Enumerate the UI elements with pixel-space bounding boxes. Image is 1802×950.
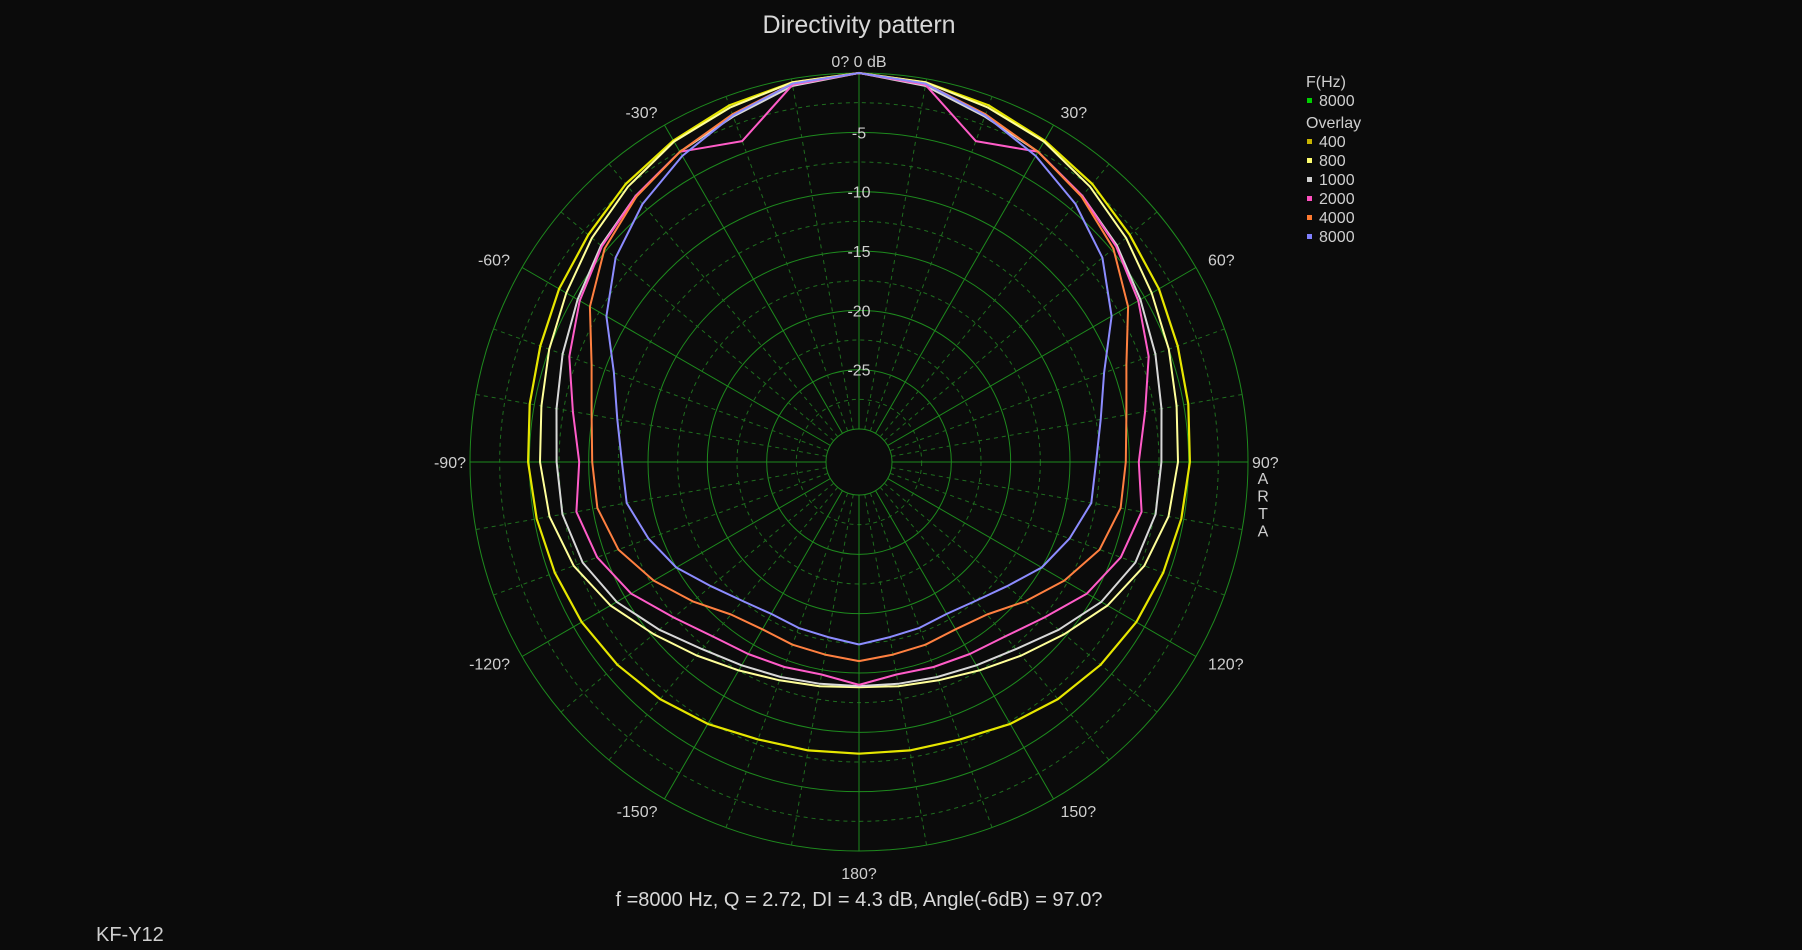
grid-spoke-minor (725, 96, 849, 432)
angle-label: -120? (469, 657, 510, 674)
grid-spoke-minor (869, 96, 993, 432)
side-letter: A (1258, 524, 1269, 541)
grid-spoke-minor (864, 494, 928, 846)
legend-item-overlay: 8000 (1319, 229, 1355, 246)
legend-swatch (1307, 196, 1312, 201)
angle-label: 60? (1208, 253, 1235, 270)
legend-swatch (1307, 177, 1312, 182)
grid-spoke-minor (560, 482, 835, 713)
grid-spoke-minor (790, 78, 854, 430)
grid-spoke-minor (891, 393, 1243, 457)
legend-overlay-header: Overlay (1306, 115, 1361, 132)
angle-label: 120? (1208, 657, 1244, 674)
grid-spoke-minor (790, 494, 854, 846)
grid-spoke-major (887, 267, 1197, 446)
grid-circle-major (825, 428, 893, 496)
brand-label: KF-Y12 (96, 924, 164, 946)
legend-swatch (1307, 158, 1312, 163)
angle-labels: 0? 0 dB 30? 60? 90? 120? 150? 180? -150? -120? -9… (434, 54, 1279, 883)
grid-spoke-major (521, 267, 831, 446)
angle-label: -150? (617, 804, 658, 821)
legend-item-overlay: 4000 (1319, 210, 1355, 227)
grid-spoke-minor (883, 211, 1158, 442)
grid-spoke-minor (891, 467, 1243, 531)
legend-swatch (1307, 139, 1312, 144)
grid-spoke-major (664, 490, 843, 800)
grid-spoke-major (664, 124, 843, 434)
angle-label: 180? (841, 866, 877, 883)
legend-item-overlay: 800 (1319, 153, 1346, 170)
side-letter: R (1257, 489, 1269, 506)
grid-spoke-major (875, 490, 1054, 800)
angle-label: -30? (625, 105, 657, 122)
legend-item-current: 8000 (1319, 93, 1355, 110)
stats-footer: f =8000 Hz, Q = 2.72, DI = 4.3 dB, Angle… (616, 889, 1103, 911)
legend-item-overlay: 2000 (1319, 191, 1355, 208)
radial-label: -25 (847, 363, 870, 380)
angle-label: -90? (434, 455, 466, 472)
radial-label: -10 (847, 185, 870, 202)
legend-swatch (1307, 234, 1312, 239)
grid-spoke-minor (475, 467, 827, 531)
grid-spoke-minor (493, 472, 829, 596)
grid-spoke-minor (879, 486, 1110, 761)
grid-spoke-minor (879, 163, 1110, 438)
angle-label: 90? (1252, 455, 1279, 472)
angle-label: 150? (1061, 804, 1097, 821)
side-letter: A (1258, 471, 1269, 488)
legend-swatch (1307, 98, 1312, 103)
angle-label: 30? (1061, 105, 1088, 122)
radial-label: -15 (847, 244, 870, 261)
radial-label: -5 (852, 125, 866, 142)
legend-item-overlay: 1000 (1319, 172, 1355, 189)
legend-item-overlay: 400 (1319, 134, 1346, 151)
grid-spoke-minor (725, 492, 849, 828)
series-layer (527, 71, 1191, 755)
grid-spoke-minor (889, 472, 1225, 596)
legend-header: F(Hz) (1306, 74, 1346, 91)
angle-label-0: 0? 0 dB (831, 54, 886, 71)
grid-spoke-minor (560, 211, 835, 442)
grid-spoke-minor (883, 482, 1158, 713)
radial-label: -20 (847, 303, 870, 320)
chart-title: Directivity pattern (762, 11, 955, 39)
radial-labels: -5 -10 -15 -20 -25 (847, 125, 870, 379)
legend-swatch (1307, 215, 1312, 220)
angle-label: -60? (478, 253, 510, 270)
grid-spoke-minor (608, 163, 839, 438)
grid-spoke-minor (869, 492, 993, 828)
grid-spoke-major (875, 124, 1054, 434)
series-line-8000 (605, 72, 1113, 646)
grid-spoke-minor (475, 393, 827, 457)
legend: F(Hz) 8000 Overlay 400 800 1000 2000 4000 8000 (1306, 74, 1361, 246)
grid-spoke-minor (864, 78, 928, 430)
grid-spoke-minor (608, 486, 839, 761)
side-letter: T (1258, 506, 1268, 523)
